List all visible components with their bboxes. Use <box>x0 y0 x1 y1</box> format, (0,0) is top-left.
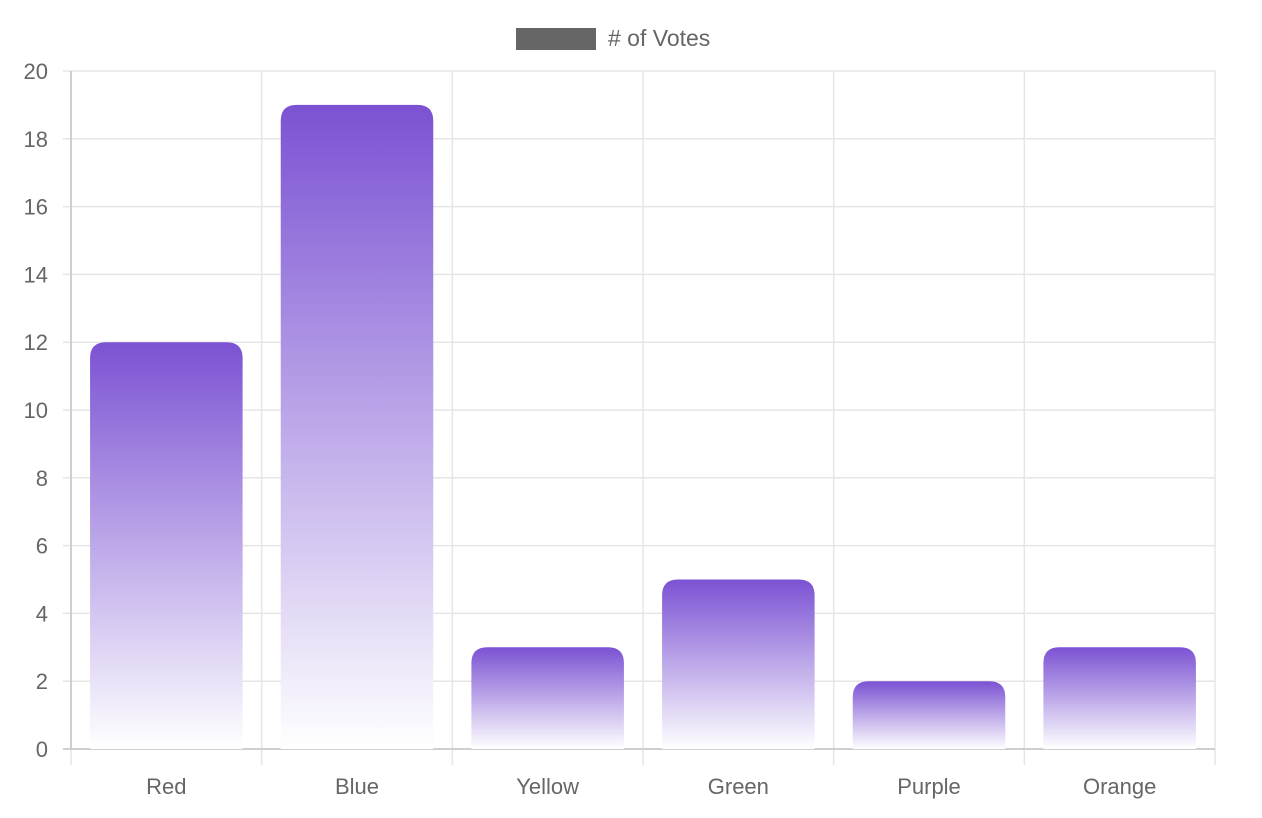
legend-swatch[interactable] <box>516 28 596 50</box>
y-tick-label: 20 <box>24 59 48 84</box>
y-tick-label: 4 <box>36 601 48 626</box>
x-tick-label: Blue <box>335 774 379 799</box>
legend-label[interactable]: # of Votes <box>608 25 710 51</box>
x-tick-label: Yellow <box>516 774 579 799</box>
x-tick-label: Green <box>708 774 769 799</box>
x-tick-label: Orange <box>1083 774 1156 799</box>
axes: 0 2 4 6 8 10 12 14 16 18 20 Red Blue Yellow Green Purpl… <box>24 59 1215 799</box>
x-tick-label: Red <box>146 774 186 799</box>
y-tick-label: 8 <box>36 466 48 491</box>
y-tick-label: 10 <box>24 398 48 423</box>
y-tick-label: 6 <box>36 534 48 559</box>
y-tick-label: 14 <box>24 262 48 287</box>
y-tick-label: 16 <box>24 195 48 220</box>
bar-red[interactable] <box>90 342 243 749</box>
bar-green[interactable] <box>662 579 815 750</box>
bar-purple[interactable] <box>852 681 1006 749</box>
bar-blue[interactable] <box>280 104 434 749</box>
bars <box>90 104 1196 750</box>
bar-orange[interactable] <box>1043 647 1196 749</box>
y-tick-label: 2 <box>36 669 48 694</box>
y-tick-label: 0 <box>36 737 48 762</box>
y-tick-label: 18 <box>24 127 48 152</box>
legend[interactable]: # of Votes <box>516 25 710 51</box>
bar-yellow[interactable] <box>471 647 624 749</box>
y-tick-label: 12 <box>24 330 48 355</box>
x-tick-label: Purple <box>897 774 961 799</box>
